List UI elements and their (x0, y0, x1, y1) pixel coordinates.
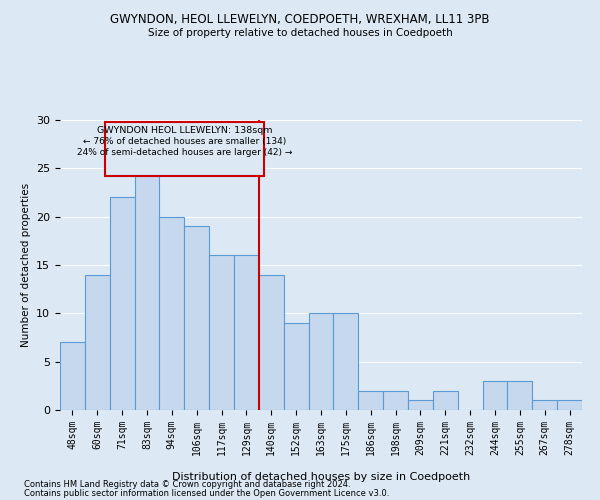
Bar (184, 226, 209, 410)
Text: ← 76% of detached houses are smaller (134): ← 76% of detached houses are smaller (13… (83, 138, 286, 146)
Bar (209, 256, 234, 410)
Bar (60, 342, 85, 410)
Text: GWYNDON, HEOL LLEWELYN, COEDPOETH, WREXHAM, LL11 3PB: GWYNDON, HEOL LLEWELYN, COEDPOETH, WREXH… (110, 12, 490, 26)
Text: Contains public sector information licensed under the Open Government Licence v3: Contains public sector information licen… (24, 489, 389, 498)
Bar (358, 390, 383, 410)
Text: Contains HM Land Registry data © Crown copyright and database right 2024.: Contains HM Land Registry data © Crown c… (24, 480, 350, 489)
Bar (508, 381, 532, 410)
Bar (532, 400, 557, 410)
Text: Distribution of detached houses by size in Coedpoeth: Distribution of detached houses by size … (172, 472, 470, 482)
Bar (85, 274, 110, 410)
Text: Size of property relative to detached houses in Coedpoeth: Size of property relative to detached ho… (148, 28, 452, 38)
Bar (308, 314, 334, 410)
Bar (557, 400, 582, 410)
Text: 24% of semi-detached houses are larger (42) →: 24% of semi-detached houses are larger (… (77, 148, 292, 157)
Bar (160, 216, 184, 410)
Text: GWYNDON HEOL LLEWELYN: 138sqm: GWYNDON HEOL LLEWELYN: 138sqm (97, 126, 272, 135)
Bar (408, 400, 433, 410)
Bar (134, 168, 160, 410)
Bar (234, 256, 259, 410)
Bar (334, 314, 358, 410)
Y-axis label: Number of detached properties: Number of detached properties (20, 183, 31, 347)
Bar (433, 390, 458, 410)
Bar (482, 381, 508, 410)
Bar (284, 323, 308, 410)
Bar (259, 274, 284, 410)
FancyBboxPatch shape (105, 122, 264, 176)
Bar (110, 198, 134, 410)
Bar (383, 390, 408, 410)
